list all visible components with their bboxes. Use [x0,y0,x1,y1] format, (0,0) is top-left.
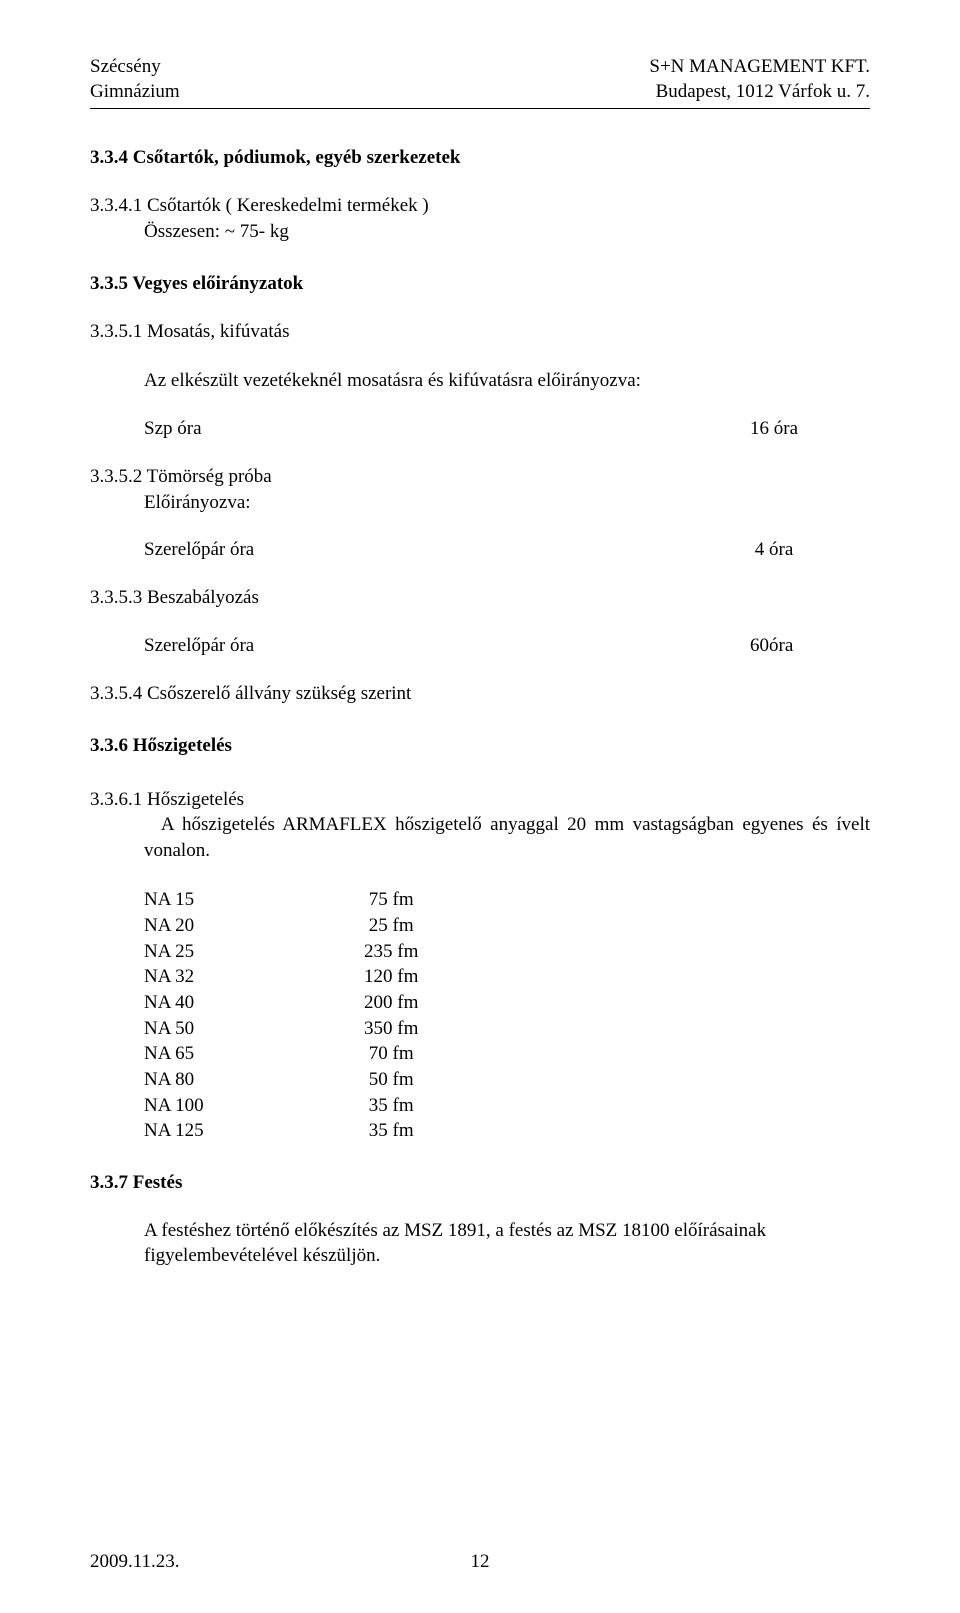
section-337-heading: 3.3.7 Festés [90,1172,870,1194]
section-3361-desc: A hőszigetelés ARMAFLEX hőszigetelő anya… [144,812,870,863]
section-3351-right: 16 óra [750,418,870,440]
section-3352-title: 3.3.5.2 Tömörség próba [90,464,870,490]
section-3354-title: 3.3.5.4 Csőszerelő állvány szükség szeri… [90,681,870,707]
na-col2: 235 fm [364,939,484,965]
section-335-heading: 3.3.5 Vegyes előirányzatok [90,273,870,295]
table-row: NA 125 35 fm [144,1118,870,1144]
na-col2: 75 fm [364,887,484,913]
table-row: NA 40200 fm [144,990,870,1016]
table-row: NA 25235 fm [144,939,870,965]
section-3351-left: Szp óra [144,418,750,440]
table-row: NA 80 50 fm [144,1067,870,1093]
table-row: NA 50350 fm [144,1016,870,1042]
na-col1: NA 65 [144,1041,364,1067]
section-3352-left: Szerelőpár óra [144,539,750,561]
section-3352-line: Előirányozva: [144,490,870,516]
na-col2: 120 fm [364,964,484,990]
header-left-line2: Gimnázium [90,80,180,105]
section-3353-right: 60óra [750,635,870,657]
page-footer: 2009.11.23. 12 [90,1551,870,1573]
na-col2: 70 fm [364,1041,484,1067]
na-col2: 25 fm [364,913,484,939]
na-col2: 200 fm [364,990,484,1016]
header-left-line1: Szécsény [90,55,180,80]
na-col1: NA 25 [144,939,364,965]
table-row: NA 65 70 fm [144,1041,870,1067]
page-header: Szécsény Gimnázium S+N MANAGEMENT KFT. B… [90,55,870,108]
section-3351-desc: Az elkészült vezetékeknél mosatásra és k… [144,368,870,394]
table-row: NA 15 75 fm [144,887,870,913]
na-col1: NA 40 [144,990,364,1016]
na-col1: NA 32 [144,964,364,990]
na-col2: 35 fm [364,1118,484,1144]
na-col1: NA 50 [144,1016,364,1042]
na-col1: NA 100 [144,1093,364,1119]
na-col1: NA 80 [144,1067,364,1093]
section-3341-title: 3.3.4.1 Csőtartók ( Kereskedelmi terméke… [90,193,870,219]
section-3341-total: Összesen: ~ 75- kg [144,219,870,245]
table-row: NA 20 25 fm [144,913,870,939]
section-336-heading: 3.3.6 Hőszigetelés [90,735,870,757]
section-3361-title: 3.3.6.1 Hőszigetelés [90,787,870,813]
header-right-line1: S+N MANAGEMENT KFT. [649,55,870,80]
header-right: S+N MANAGEMENT KFT. Budapest, 1012 Várfo… [649,55,870,104]
table-row: NA 32120 fm [144,964,870,990]
header-right-line2: Budapest, 1012 Várfok u. 7. [649,80,870,105]
na-col2: 35 fm [364,1093,484,1119]
section-334-heading: 3.3.4 Csőtartók, pódiumok, egyéb szerkez… [90,147,870,169]
header-left: Szécsény Gimnázium [90,55,180,104]
na-col1: NA 15 [144,887,364,913]
section-3351-title: 3.3.5.1 Mosatás, kifúvatás [90,319,870,345]
header-divider [90,108,870,109]
na-col2: 50 fm [364,1067,484,1093]
table-row: NA 100 35 fm [144,1093,870,1119]
footer-page: 12 [471,1551,490,1573]
section-3353-title: 3.3.5.3 Beszabályozás [90,585,870,611]
na-table: NA 15 75 fm NA 20 25 fm NA 25235 fm NA 3… [144,887,870,1143]
na-col1: NA 20 [144,913,364,939]
section-3352-right: 4 óra [750,539,870,561]
section-3353-left: Szerelőpár óra [144,635,750,657]
na-col1: NA 125 [144,1118,364,1144]
section-337-desc: A festéshez történő előkészítés az MSZ 1… [144,1218,870,1269]
na-col2: 350 fm [364,1016,484,1042]
